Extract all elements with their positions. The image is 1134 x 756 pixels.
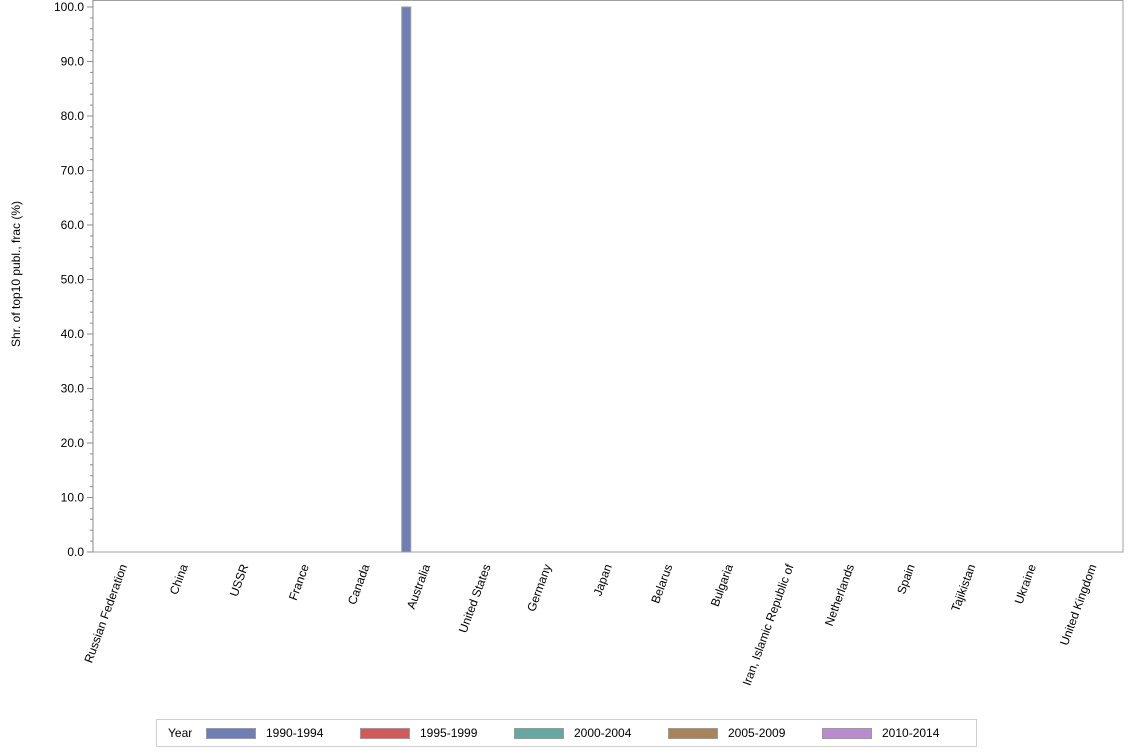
bar-1990-1994-Australia <box>401 6 412 553</box>
y-tick-label: 50.0 <box>61 273 85 287</box>
x-axis-labels: Russian Federation China USSR France Canada A… <box>81 562 1099 688</box>
legend-label: 1995-1999 <box>420 726 478 740</box>
x-tick-label: China <box>167 562 191 597</box>
x-tick-label: France <box>286 562 312 602</box>
y-tick-label: 10.0 <box>61 491 85 505</box>
y-tick-label: 100.0 <box>54 0 84 14</box>
x-tick-label: Belarus <box>648 562 675 605</box>
y-tick-label: 60.0 <box>61 218 85 232</box>
legend: Year 1990-1994 1995-1999 2000-2004 2005-… <box>156 719 977 747</box>
x-tick-label: United Kingdom <box>1057 562 1099 647</box>
y-tick-label: 20.0 <box>61 436 85 450</box>
legend-label: 2010-2014 <box>882 726 940 740</box>
legend-swatch <box>360 727 410 739</box>
x-tick-label: Netherlands <box>822 562 857 628</box>
x-tick-label: USSR <box>227 562 252 598</box>
legend-item-2010-2014: 2010-2014 <box>822 726 976 740</box>
y-axis-label: Shr. of top10 publ., frac (%) <box>9 201 23 347</box>
x-tick-label: Russian Federation <box>81 562 130 665</box>
x-tick-label: Tajikistan <box>948 562 978 613</box>
x-tick-label: Iran, Islamic Republic of <box>740 562 797 688</box>
y-tick-label: 0.0 <box>67 545 84 559</box>
legend-swatch <box>822 727 872 739</box>
bars <box>401 6 412 553</box>
y-tick-label: 80.0 <box>61 109 85 123</box>
legend-swatch <box>668 727 718 739</box>
legend-swatch <box>514 727 564 739</box>
x-tick-label: Canada <box>345 562 373 607</box>
x-tick-label: Japan <box>590 562 614 598</box>
x-tick-label: Ukraine <box>1012 562 1039 606</box>
x-tick-label: Spain <box>894 562 918 596</box>
legend-label: 2005-2009 <box>728 726 786 740</box>
x-tick-label: Bulgaria <box>708 562 736 608</box>
legend-item-2000-2004: 2000-2004 <box>514 726 668 740</box>
legend-item-2005-2009: 2005-2009 <box>668 726 822 740</box>
y-tick-label: 70.0 <box>61 164 85 178</box>
y-tick-label: 40.0 <box>61 327 85 341</box>
legend-swatch <box>206 727 256 739</box>
legend-item-1990-1994: 1990-1994 <box>206 726 360 740</box>
y-tick-label: 90.0 <box>61 55 85 69</box>
x-tick-label: Germany <box>524 562 554 613</box>
legend-item-1995-1999: 1995-1999 <box>360 726 514 740</box>
x-tick-label: Australia <box>404 562 433 611</box>
legend-label: 2000-2004 <box>574 726 632 740</box>
plot-area <box>92 0 1124 553</box>
legend-title: Year <box>168 726 193 740</box>
legend-label: 1990-1994 <box>266 726 324 740</box>
x-tick-label: United States <box>456 562 494 634</box>
y-tick-label: 30.0 <box>61 382 85 396</box>
y-axis: 0.0 10.0 20.0 30.0 40.0 50.0 60.0 70.0 80.0 90.0 1… <box>54 0 94 559</box>
